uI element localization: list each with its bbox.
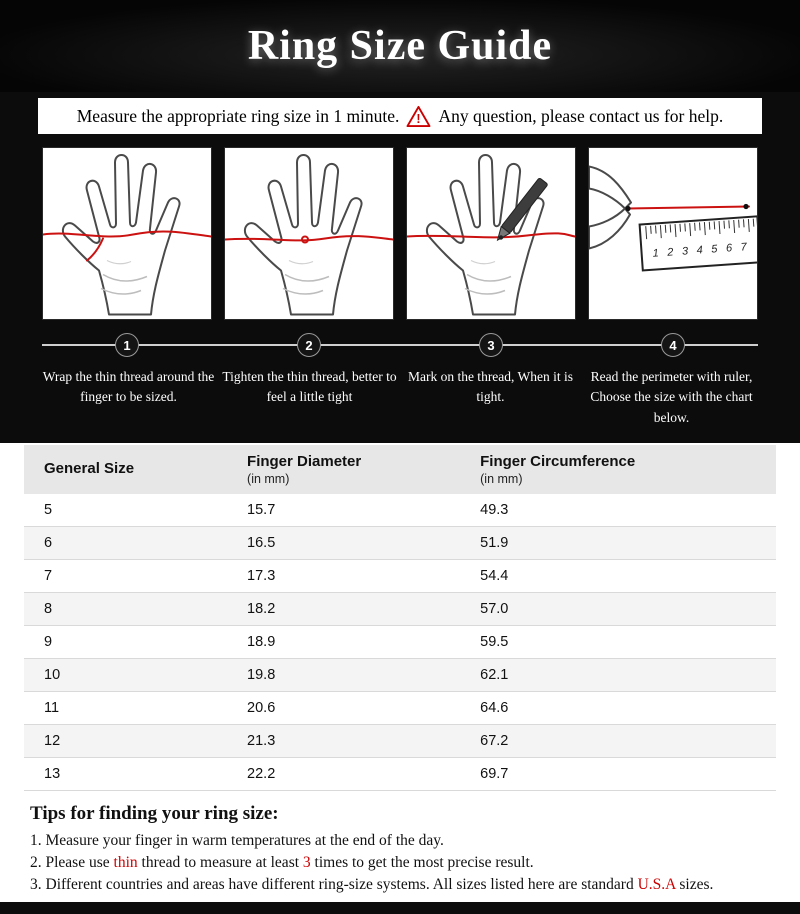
cell-finger-diameter: 22.2 xyxy=(227,757,461,791)
cell-general-size: 11 xyxy=(24,691,228,725)
cell-general-size: 12 xyxy=(24,724,228,758)
table-header-row: General Size Finger Diameter (in mm) Fin… xyxy=(24,444,776,494)
cell-finger-diameter: 16.5 xyxy=(227,526,461,560)
col-header-general-size: General Size xyxy=(24,444,228,494)
tip-item: 2. Please use thin thread to measure at … xyxy=(30,853,534,871)
cell-finger-circumference: 67.2 xyxy=(460,724,776,758)
step-1-badge: 1 xyxy=(115,333,139,357)
cell-finger-circumference: 54.4 xyxy=(460,559,776,593)
hand-mark-thread-image xyxy=(407,154,575,316)
step-3-badge: 3 xyxy=(479,333,503,357)
tip-item: 1. Measure your finger in warm temperatu… xyxy=(30,831,444,849)
step-1-illustration xyxy=(42,147,212,320)
table-row: 5 15.7 49.3 xyxy=(24,493,776,527)
svg-text:1: 1 xyxy=(652,247,659,259)
header: Ring Size Guide xyxy=(0,0,800,92)
cell-general-size: 7 xyxy=(24,559,228,593)
cell-finger-diameter: 15.7 xyxy=(227,493,461,527)
cell-finger-diameter: 20.6 xyxy=(227,691,461,725)
warning-triangle-icon: ! xyxy=(406,105,431,128)
step-2-badge: 2 xyxy=(297,333,321,357)
step-1-caption: Wrap the thin thread around the finger t… xyxy=(42,369,215,405)
page-title: Ring Size Guide xyxy=(247,23,553,69)
tips-section: Tips for finding your ring size: 1. Meas… xyxy=(24,791,776,896)
notice-text-right: Any question, please contact us for help… xyxy=(438,105,724,126)
table-row: 11 20.6 64.6 xyxy=(24,691,776,725)
table-row: 6 16.5 51.9 xyxy=(24,526,776,560)
cell-finger-diameter: 18.9 xyxy=(227,625,461,659)
tip-item: 3. Different countries and areas have di… xyxy=(30,875,714,893)
cell-finger-circumference: 49.3 xyxy=(460,493,776,527)
connector-line xyxy=(42,344,758,346)
table-row: 10 19.8 62.1 xyxy=(24,658,776,692)
tips-title: Tips for finding your ring size: xyxy=(30,802,279,824)
cell-general-size: 6 xyxy=(24,526,228,560)
cell-finger-circumference: 51.9 xyxy=(460,526,776,560)
col-header-finger-circumference: Finger Circumference (in mm) xyxy=(460,444,776,494)
cell-finger-circumference: 57.0 xyxy=(460,592,776,626)
step-3-caption: Mark on the thread, When it is tight. xyxy=(407,369,574,405)
cell-finger-circumference: 64.6 xyxy=(460,691,776,725)
cell-general-size: 9 xyxy=(24,625,228,659)
table-row: 9 18.9 59.5 xyxy=(24,625,776,659)
cell-finger-circumference: 62.1 xyxy=(460,658,776,692)
size-chart-section: General Size Finger Diameter (in mm) Fin… xyxy=(0,442,800,902)
table-row: 7 17.3 54.4 xyxy=(24,559,776,593)
svg-text:3: 3 xyxy=(682,245,690,257)
svg-text:!: ! xyxy=(417,112,421,126)
notice-bar: Measure the appropriate ring size in 1 m… xyxy=(38,98,762,134)
table-row: 13 22.2 69.7 xyxy=(24,757,776,791)
table-row: 8 18.2 57.0 xyxy=(24,592,776,626)
cell-general-size: 13 xyxy=(24,757,228,791)
step-3-illustration xyxy=(406,147,576,320)
ruler-ticks xyxy=(645,218,755,240)
svg-text:5: 5 xyxy=(711,243,719,255)
tips-list: 1. Measure your finger in warm temperatu… xyxy=(30,830,770,896)
cell-finger-diameter: 21.3 xyxy=(227,724,461,758)
ring-size-table: General Size Finger Diameter (in mm) Fin… xyxy=(24,444,776,791)
cell-finger-diameter: 18.2 xyxy=(227,592,461,626)
cell-general-size: 8 xyxy=(24,592,228,626)
cell-finger-diameter: 19.8 xyxy=(227,658,461,692)
cell-general-size: 10 xyxy=(24,658,228,692)
hand-tighten-thread-image xyxy=(225,154,393,316)
cell-finger-circumference: 59.5 xyxy=(460,625,776,659)
step-captions: Wrap the thin thread around the finger t… xyxy=(0,367,800,428)
svg-text:2: 2 xyxy=(666,246,674,258)
col-header-finger-diameter: Finger Diameter (in mm) xyxy=(227,444,461,494)
size-table-body: 5 15.7 49.3 6 16.5 51.9 7 17.3 54.4 8 18.2 57.0 9 18.… xyxy=(24,493,776,791)
step-4-caption: Read the perimeter with ruler, Choose th… xyxy=(590,369,753,425)
table-row: 12 21.3 67.2 xyxy=(24,724,776,758)
notice-text-left: Measure the appropriate ring size in 1 m… xyxy=(76,105,400,126)
bottom-strip xyxy=(0,902,800,914)
cell-finger-circumference: 69.7 xyxy=(460,757,776,791)
svg-text:6: 6 xyxy=(726,242,734,254)
step-4-badge: 4 xyxy=(661,333,685,357)
step-indicator-line: 1 2 3 4 xyxy=(42,332,758,358)
svg-text:7: 7 xyxy=(740,241,748,253)
svg-text:4: 4 xyxy=(696,244,703,256)
cell-finger-diameter: 17.3 xyxy=(227,559,461,593)
cell-general-size: 5 xyxy=(24,493,228,527)
hand-wrap-thread-image xyxy=(43,154,211,316)
step-2-illustration xyxy=(224,147,394,320)
step-2-caption: Tighten the thin thread, better to feel … xyxy=(222,369,397,405)
